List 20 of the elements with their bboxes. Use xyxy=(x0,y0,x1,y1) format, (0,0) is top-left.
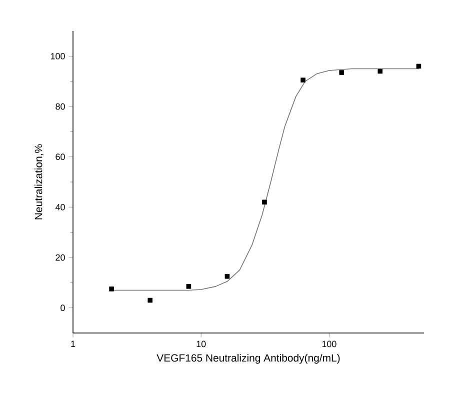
y-axis-title: Neutralization,% xyxy=(34,144,44,220)
x-tick-label: 10 xyxy=(196,340,206,348)
y-tick-label: 100 xyxy=(50,52,65,60)
point xyxy=(224,274,230,279)
x-tick-label: 1 xyxy=(71,340,76,347)
y-tick-label: 40 xyxy=(55,204,65,210)
point xyxy=(148,298,153,303)
y-tick-label: 60 xyxy=(56,154,65,160)
x-axis-title: VEGF165 Neutralizing Antibody(ng/mL) xyxy=(156,354,340,364)
point xyxy=(109,286,114,292)
y-tick-label: 0 xyxy=(60,304,65,312)
point xyxy=(300,78,306,82)
point xyxy=(186,284,192,289)
point xyxy=(262,200,267,205)
y-tick-label: 80 xyxy=(56,103,65,110)
y-tick-label: 20 xyxy=(56,254,65,261)
x-tick-label: 100 xyxy=(322,340,336,348)
point xyxy=(378,68,383,74)
point xyxy=(416,64,422,69)
point xyxy=(339,70,344,75)
